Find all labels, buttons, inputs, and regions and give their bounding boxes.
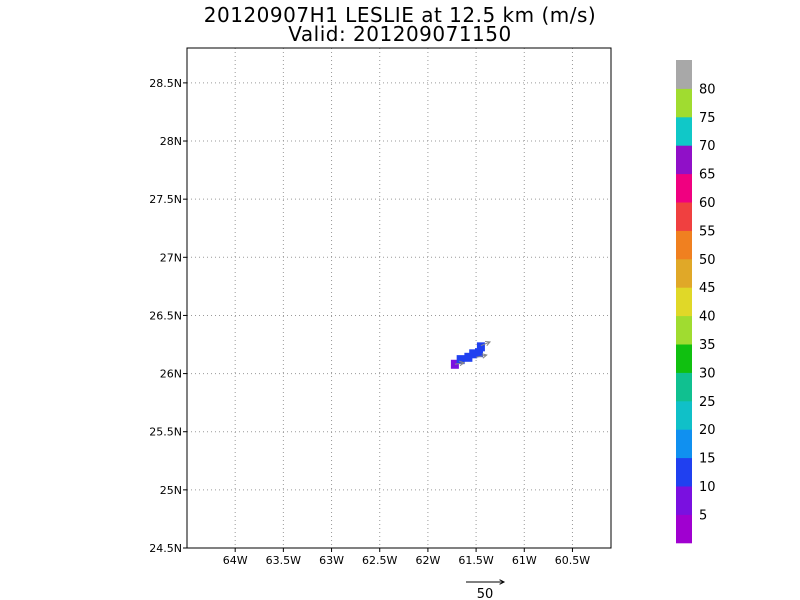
- wind-cell: [476, 342, 485, 352]
- gridlines: [187, 48, 611, 548]
- colorbar-label: 55: [699, 224, 716, 239]
- colorbar: 5 10 15 20 25 30 35 40 45 50 55 60 65 70 75 80: [676, 60, 716, 544]
- x-tick-label: 60.5W: [555, 554, 590, 567]
- colorbar-segment: [676, 145, 692, 175]
- colorbar-label: 35: [699, 338, 716, 353]
- wind-vector: [480, 340, 492, 347]
- colorbar-label: 5: [699, 508, 707, 523]
- colorbar-label: 65: [699, 168, 716, 183]
- colorbar-label: 15: [699, 452, 716, 467]
- vector-head: [485, 340, 492, 347]
- colorbar-segment: [676, 60, 692, 89]
- wind-vector: [454, 360, 466, 367]
- colorbar-label: 20: [699, 423, 716, 438]
- wind-vector: [475, 353, 488, 359]
- vector-shaft: [454, 362, 465, 365]
- x-axis-ticks: 64W 63.5W 63W 62.5W 62W 61.5W 61W 60.5W: [223, 548, 590, 567]
- x-tick-label: 63.5W: [266, 554, 301, 567]
- wind-vectors: [454, 340, 492, 367]
- chart-title: 20120907H1 LESLIE at 12.5 km (m/s): [203, 3, 597, 27]
- y-tick-label: 26N: [160, 368, 182, 381]
- x-tick-label: 61.5W: [458, 554, 493, 567]
- wind-cell: [474, 348, 483, 358]
- x-tick-label: 64W: [223, 554, 248, 567]
- colorbar-segment: [676, 514, 692, 544]
- wind-cell: [456, 355, 465, 365]
- wind-cell: [464, 352, 473, 362]
- colorbar-label: 70: [699, 139, 716, 154]
- wind-cell: [469, 349, 478, 359]
- vector-head: [499, 579, 506, 585]
- colorbar-label: 45: [699, 281, 716, 296]
- plot-frame: [186, 47, 612, 549]
- reference-arrow: [466, 579, 506, 585]
- colorbar-segment: [676, 88, 692, 118]
- y-tick-label: 28N: [160, 135, 182, 148]
- y-tick-label: 25N: [160, 484, 182, 497]
- colorbar-segment: [676, 372, 692, 402]
- colorbar-segment: [676, 486, 692, 515]
- x-tick-label: 61W: [512, 554, 537, 567]
- colorbar-label: 75: [699, 111, 716, 126]
- colorbar-label: 30: [699, 366, 716, 381]
- colorbar-segment: [676, 230, 692, 260]
- y-tick-label: 28.5N: [149, 77, 182, 90]
- colorbar-segment: [676, 457, 692, 487]
- y-tick-label: 25.5N: [149, 426, 182, 439]
- colorbar-segment: [676, 429, 692, 459]
- chart-subtitle: Valid: 201209071150: [288, 22, 512, 46]
- vector-head: [481, 353, 488, 359]
- colorbar-label: 40: [699, 310, 716, 325]
- colorbar-label: 10: [699, 480, 716, 495]
- vector-shaft: [480, 341, 491, 347]
- y-axis-ticks: 24.5N 25N 25.5N 26N 26.5N 27N 27.5N 28N 28.5N: [149, 77, 187, 555]
- y-tick-label: 26.5N: [149, 309, 182, 322]
- y-tick-label: 24.5N: [149, 542, 182, 555]
- y-tick-label: 27.5N: [149, 193, 182, 206]
- colorbar-segment: [676, 287, 692, 317]
- colorbar-segment: [676, 116, 692, 146]
- x-tick-label: 63W: [319, 554, 344, 567]
- colorbar-label: 60: [699, 196, 716, 211]
- colorbar-segment: [676, 315, 692, 345]
- x-tick-label: 62.5W: [362, 554, 397, 567]
- wind-speed-cells: [450, 342, 485, 369]
- colorbar-label: 80: [699, 82, 716, 97]
- colorbar-segment: [676, 173, 692, 203]
- colorbar-segment: [676, 344, 692, 373]
- reference-vector: 50: [466, 579, 506, 600]
- colorbar-segment: [676, 202, 692, 231]
- colorbar-label: 50: [699, 253, 716, 268]
- colorbar-segment: [676, 400, 692, 430]
- vector-head: [459, 360, 466, 367]
- reference-vector-label: 50: [477, 587, 494, 600]
- x-tick-label: 62W: [415, 554, 440, 567]
- y-tick-label: 27N: [160, 251, 182, 264]
- colorbar-segment: [676, 258, 692, 288]
- vector-shaft: [475, 354, 487, 358]
- colorbar-label: 25: [699, 395, 716, 410]
